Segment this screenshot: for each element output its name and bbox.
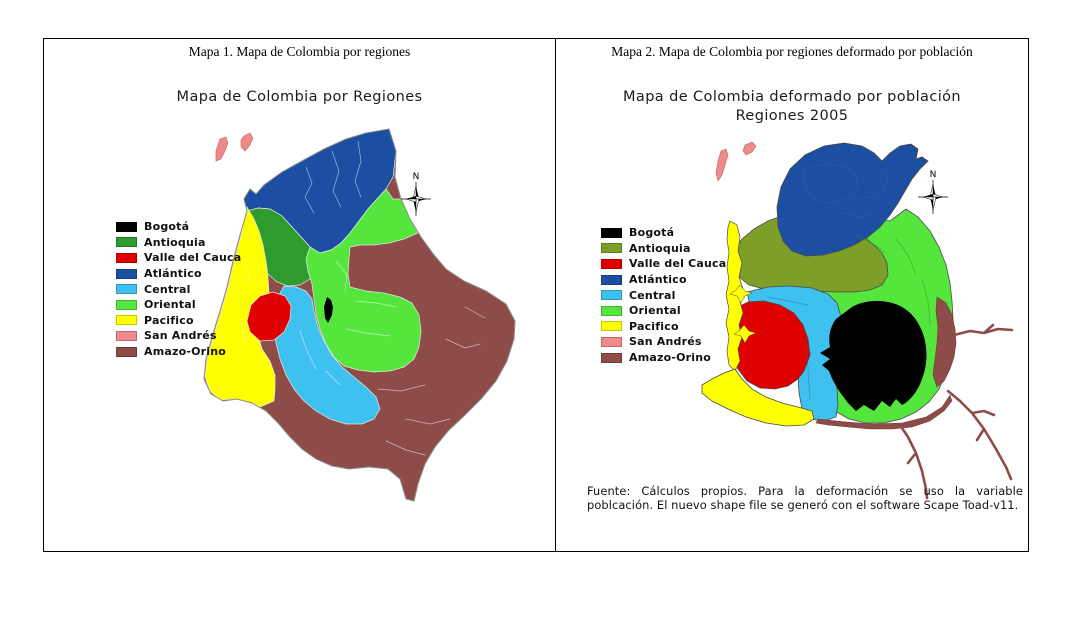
legend-label: Amazo-Orino — [144, 345, 227, 359]
pacifico-spike-burst — [729, 284, 757, 344]
amazo-orino-tendrils — [898, 323, 1014, 500]
legend-label: Central — [629, 288, 676, 302]
colombia-cartogram-map: N — [701, 141, 1014, 500]
legend-label: San Andrés — [629, 335, 702, 349]
legend-label: Amazo-Orino — [629, 351, 712, 365]
legend-swatch — [601, 258, 622, 269]
legend-item: Valle del Cauca — [116, 250, 241, 266]
legend-regiones: Bogotá Antioquia Valle del Cauca Atlánti… — [116, 219, 241, 359]
region-amazo-orino-strip — [932, 296, 957, 388]
region-valle-del-cauca — [246, 291, 292, 342]
map-title-2: Mapa de Colombia deformado por población… — [556, 88, 1028, 126]
legend-item: Bogotá — [601, 225, 726, 241]
map-title-2-line1: Mapa de Colombia deformado por población — [623, 89, 961, 105]
legend-item: San Andrés — [601, 334, 726, 350]
legend-swatch — [601, 352, 622, 363]
legend-swatch — [601, 243, 622, 254]
legend-label: Central — [144, 282, 191, 296]
legend-label: Oriental — [144, 298, 196, 312]
legend-item: Antioquia — [116, 235, 241, 251]
figure-caption-1: Mapa 1. Mapa de Colombia por regiones — [188, 44, 411, 59]
country-outline — [203, 128, 516, 502]
legend-label: Pacifico — [144, 313, 194, 327]
atlantico-department-borders — [803, 164, 893, 218]
legend-item: Oriental — [116, 297, 241, 313]
legend-label: San Andrés — [144, 329, 217, 343]
san-andres-island-deformed — [715, 148, 729, 182]
department-borders — [239, 140, 486, 456]
san-andres-island — [215, 136, 229, 162]
legend-label: Bogotá — [629, 226, 675, 240]
legend-swatch — [601, 305, 622, 316]
legend-swatch — [601, 321, 622, 332]
source-note: Fuente: Cálculos propios. Para la deform… — [587, 484, 1023, 512]
legend-label: Pacifico — [629, 319, 679, 333]
legend-item: Pacifico — [116, 313, 241, 329]
panel-cartogram-poblacion: Mapa 2. Mapa de Colombia por regiones de… — [556, 39, 1028, 551]
legend-cartogram: Bogotá Antioquia Valle del Cauca Atlánti… — [601, 225, 726, 365]
legend-swatch — [601, 274, 622, 285]
compass-north-label: N — [930, 170, 937, 180]
providencia-island — [240, 132, 254, 152]
legend-swatch — [116, 299, 137, 310]
legend-swatch — [116, 268, 137, 279]
legend-label: Atlántico — [144, 267, 202, 281]
legend-swatch — [116, 330, 137, 341]
region-bogota — [324, 297, 333, 323]
map-title-1: Mapa de Colombia por Regiones — [176, 89, 423, 105]
legend-item: Bogotá — [116, 219, 241, 235]
region-atlantico-deformed — [776, 142, 929, 257]
central-department-borders — [767, 296, 811, 400]
legend-item: Central — [116, 281, 241, 297]
legend-swatch — [601, 227, 622, 238]
legend-item: Oriental — [601, 303, 726, 319]
compass-rose: N — [401, 172, 431, 216]
legend-swatch — [116, 315, 137, 326]
region-amazo-orino-bottom — [815, 394, 953, 430]
region-pacifico — [204, 206, 276, 408]
colombia-regions-map: N — [203, 128, 516, 502]
legend-swatch — [601, 290, 622, 301]
legend-label: Valle del Cauca — [144, 251, 242, 265]
compass-rose: N — [918, 170, 948, 214]
region-bogota-deformed — [820, 300, 927, 411]
oriental-department-borders — [855, 234, 931, 378]
legend-label: Bogotá — [144, 220, 190, 234]
legend-item: Antioquia — [601, 241, 726, 257]
legend-label: Oriental — [629, 304, 681, 318]
compass-north-label: N — [413, 172, 420, 182]
legend-swatch — [116, 346, 137, 357]
legend-swatch — [116, 221, 137, 232]
legend-item: Atlántico — [601, 272, 726, 288]
legend-item: Pacifico — [601, 319, 726, 335]
legend-label: Atlántico — [629, 273, 687, 287]
legend-swatch — [601, 336, 622, 347]
legend-swatch — [116, 252, 137, 263]
legend-item: San Andrés — [116, 328, 241, 344]
legend-item: Valle del Cauca — [601, 256, 726, 272]
legend-item: Amazo-Orino — [116, 344, 241, 360]
legend-item: Central — [601, 287, 726, 303]
legend-swatch — [116, 284, 137, 295]
legend-label: Valle del Cauca — [629, 257, 727, 271]
region-central — [273, 285, 381, 425]
providencia-island-deformed — [742, 141, 757, 156]
legend-swatch — [116, 237, 137, 248]
region-pacifico-wing-deformed — [701, 368, 815, 427]
legend-label: Antioquia — [144, 235, 206, 249]
legend-item: Atlántico — [116, 266, 241, 282]
figure-caption-2: Mapa 2. Mapa de Colombia por regiones de… — [611, 44, 973, 59]
figures-table: Mapa 1. Mapa de Colombia por regiones Ma… — [43, 38, 1029, 552]
legend-label: Antioquia — [629, 241, 691, 255]
map-title-2-line2: Regiones 2005 — [735, 107, 849, 124]
panel-map-regiones: Mapa 1. Mapa de Colombia por regiones Ma… — [44, 39, 556, 551]
legend-item: Amazo-Orino — [601, 350, 726, 366]
